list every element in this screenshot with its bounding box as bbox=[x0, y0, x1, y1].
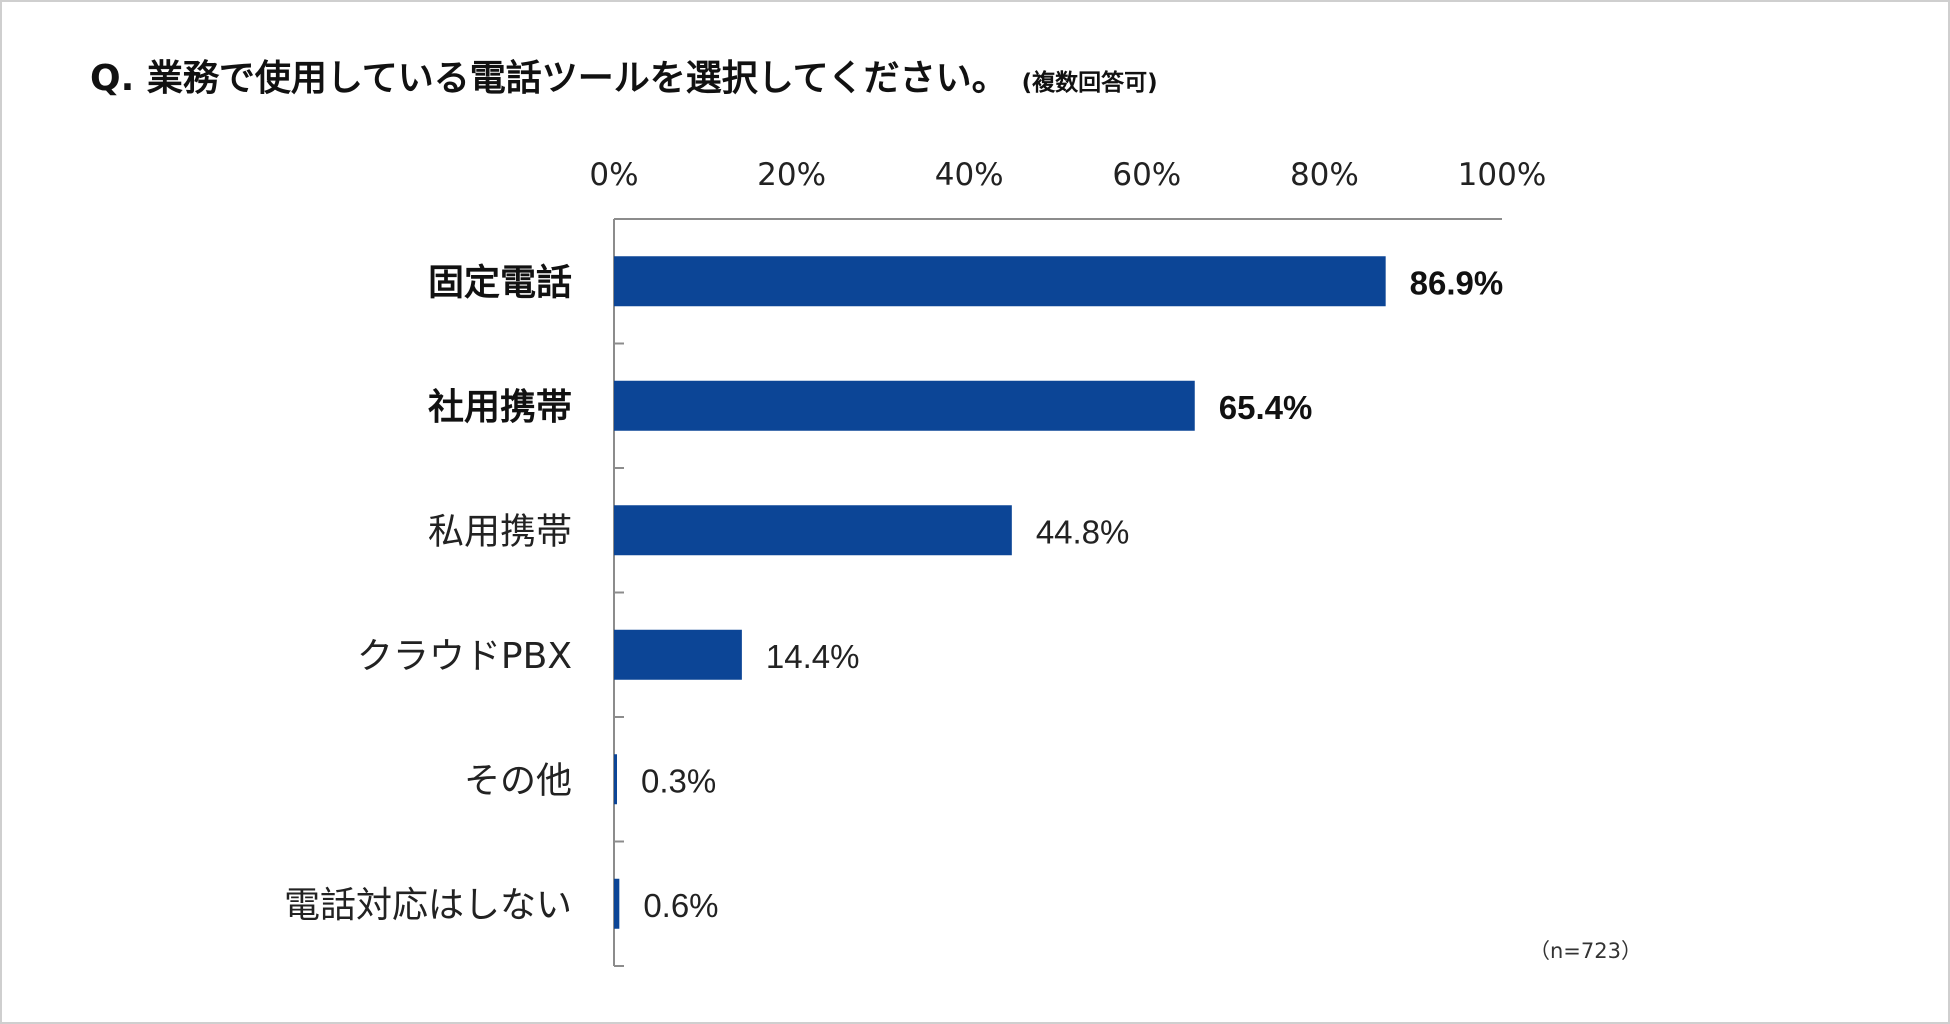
bars bbox=[614, 256, 1386, 929]
chart-title-note: (複数回答可) bbox=[1022, 69, 1158, 96]
category-label: 私用携帯 bbox=[428, 511, 572, 552]
category-label: 固定電話 bbox=[428, 262, 572, 303]
x-tick-label: 20% bbox=[757, 157, 826, 193]
bar bbox=[614, 380, 1195, 431]
bar bbox=[614, 505, 1012, 556]
category-label: その他 bbox=[464, 760, 572, 801]
x-tick-label: 40% bbox=[935, 157, 1004, 193]
axes bbox=[613, 218, 1502, 967]
sample-size-note: （n=723） bbox=[1529, 939, 1642, 963]
chart-title-main: Q. 業務で使用している電話ツールを選択してください。 bbox=[90, 58, 1008, 99]
bar bbox=[614, 878, 620, 929]
x-tick-label: 60% bbox=[1112, 157, 1181, 193]
bar bbox=[614, 629, 742, 680]
x-axis-ticks: 0% 20% 40% 60% 80% 100% bbox=[589, 157, 1546, 193]
data-label: 86.9% bbox=[1410, 264, 1504, 301]
x-tick-label: 0% bbox=[589, 157, 638, 193]
chart-title: Q. 業務で使用している電話ツールを選択してください。 (複数回答可) bbox=[90, 58, 1158, 99]
data-label: 14.4% bbox=[766, 638, 860, 675]
data-label: 0.6% bbox=[643, 887, 718, 924]
category-label: 社用携帯 bbox=[428, 387, 572, 428]
x-tick-label: 100% bbox=[1458, 157, 1547, 193]
x-tick-label: 80% bbox=[1290, 157, 1359, 193]
category-label: クラウドPBX bbox=[357, 636, 572, 677]
data-label: 65.4% bbox=[1219, 389, 1313, 426]
value-labels: 86.9% 65.4% 44.8% 14.4% 0.3% 0.6% bbox=[641, 264, 1503, 924]
data-label: 0.3% bbox=[641, 762, 716, 799]
data-label: 44.8% bbox=[1036, 513, 1130, 550]
category-label: 電話対応はしない bbox=[284, 885, 572, 926]
bar bbox=[614, 256, 1386, 307]
bar bbox=[614, 754, 617, 805]
